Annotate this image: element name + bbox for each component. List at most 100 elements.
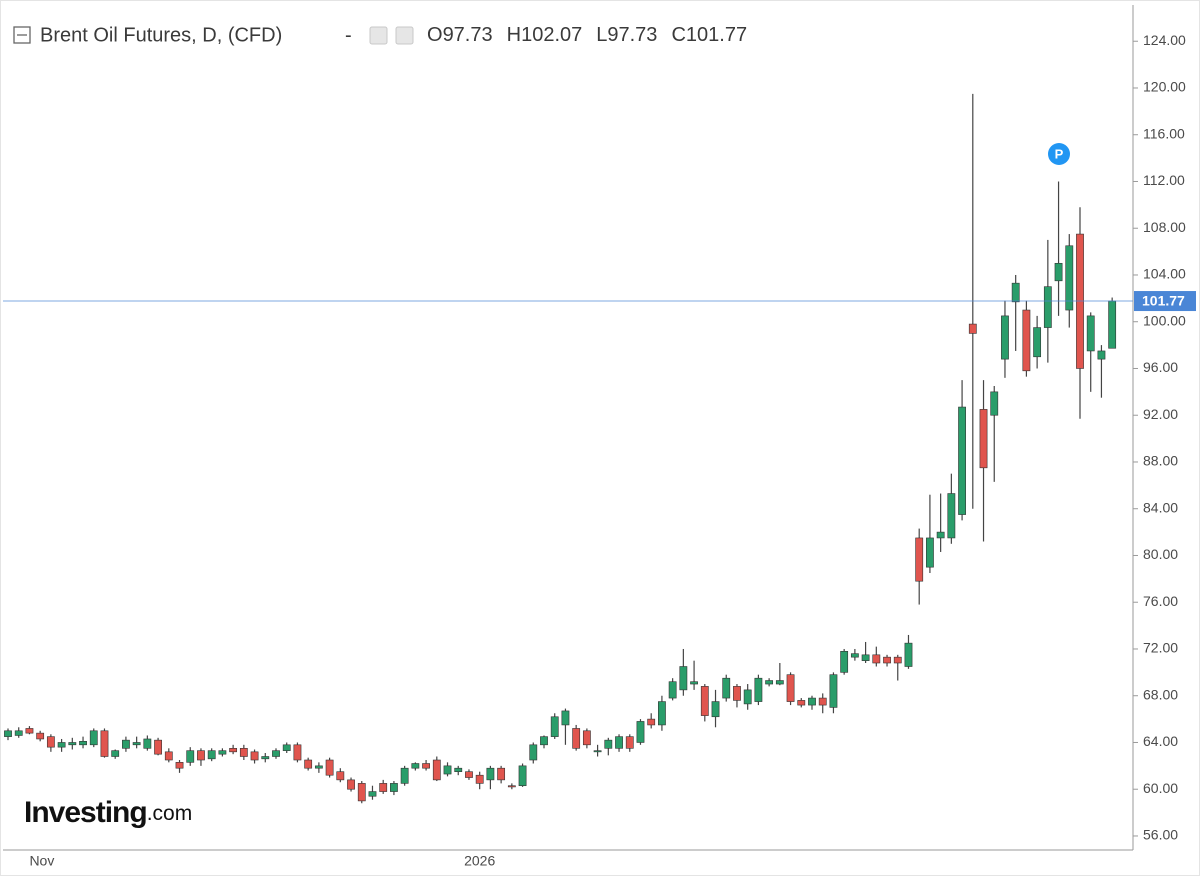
candle-body: [540, 736, 548, 746]
candle-body: [1033, 327, 1042, 358]
candle-body: [529, 744, 538, 761]
candle-body: [1001, 315, 1009, 360]
candle-body: [336, 771, 345, 781]
candle-body: [765, 680, 774, 685]
candle-body: [325, 759, 334, 776]
candle-body: [400, 767, 409, 784]
candle-body: [893, 656, 902, 664]
candle-body: [475, 774, 484, 784]
candle-body: [57, 742, 66, 748]
brand-suffix: .com: [147, 802, 193, 825]
y-tick-label: 60.00: [1143, 780, 1178, 796]
candle-body: [690, 681, 698, 685]
candle-body: [936, 531, 945, 539]
candle-body: [14, 730, 23, 736]
candle-body: [454, 767, 463, 772]
candle-body: [272, 750, 280, 757]
candle-body: [443, 765, 452, 775]
settings-icon[interactable]: [369, 26, 388, 45]
ohlc-value: 101.77: [686, 24, 747, 46]
candle-body: [679, 666, 688, 691]
y-tick-label: 100.00: [1143, 312, 1186, 328]
candle-body: [218, 750, 227, 755]
y-tick-label: 120.00: [1143, 79, 1186, 95]
ohlc-value: 102.07: [521, 24, 582, 46]
candle-body: [357, 783, 366, 802]
candle-body: [979, 409, 988, 469]
candle-body: [829, 674, 838, 708]
candle-body: [990, 391, 999, 416]
y-tick-label: 84.00: [1143, 499, 1178, 515]
candle-body: [786, 674, 795, 702]
y-tick-label: 64.00: [1143, 733, 1178, 749]
y-tick-label: 76.00: [1143, 593, 1178, 609]
candle-body: [904, 642, 913, 667]
candle-body: [582, 730, 591, 746]
ohlc-key: L: [596, 24, 607, 46]
candle-body: [733, 686, 741, 701]
y-tick-label: 72.00: [1143, 640, 1178, 656]
ohlc-readout: O97.73 H102.07 L97.73 C101.77: [427, 24, 747, 46]
ohlc-item: C101.77: [671, 24, 747, 46]
candle-body: [293, 744, 302, 761]
candle-body: [390, 783, 398, 792]
y-tick-label: 56.00: [1143, 827, 1178, 843]
candle-body: [722, 677, 731, 699]
candle-body: [818, 697, 827, 706]
candle-body: [422, 763, 430, 769]
ohlc-key: O: [427, 24, 443, 46]
candle-body: [175, 762, 184, 769]
y-tick-label: 104.00: [1143, 266, 1186, 282]
brand-logo: Investing.com: [24, 796, 192, 829]
candle-body: [1086, 315, 1095, 352]
candle-body: [625, 736, 634, 749]
candle-body: [411, 763, 420, 769]
candle-body: [840, 651, 849, 673]
candle-body: [36, 732, 45, 740]
collapse-icon[interactable]: [13, 26, 31, 44]
candle-body: [379, 783, 388, 792]
candle-body: [25, 728, 34, 734]
x-tick-label: 2026: [464, 853, 495, 869]
candle-body: [561, 710, 570, 726]
brand-name: Investing: [24, 796, 147, 829]
candle-body: [497, 767, 506, 781]
candle-body: [797, 700, 806, 706]
candle-body: [572, 728, 581, 749]
candle-body: [229, 748, 238, 753]
candle-body: [132, 742, 141, 746]
ohlc-item: H102.07: [507, 24, 583, 46]
candle-body: [861, 654, 870, 661]
candle-body: [668, 681, 677, 699]
candle-body: [143, 738, 152, 749]
candle-body: [968, 323, 977, 334]
source-icon[interactable]: [395, 26, 414, 45]
marker-label: P: [1055, 146, 1064, 161]
candle-body: [743, 689, 752, 705]
candle-body: [507, 785, 516, 788]
marker-badge[interactable]: [1048, 143, 1070, 165]
y-tick-label: 124.00: [1143, 32, 1186, 48]
candle-body: [89, 730, 98, 746]
candle-body: [1065, 245, 1074, 311]
candle-body: [658, 701, 666, 726]
candle-body: [1054, 262, 1063, 282]
y-tick-label: 96.00: [1143, 359, 1178, 375]
candle-body: [314, 765, 323, 769]
candle-body: [883, 656, 891, 664]
candle-body: [775, 680, 784, 685]
ohlc-item: L97.73: [596, 24, 657, 46]
candle-body: [304, 759, 313, 769]
ohlc-item: O97.73: [427, 24, 493, 46]
candle-body: [239, 748, 248, 757]
y-tick-label: 80.00: [1143, 546, 1178, 562]
candle-body: [711, 701, 720, 718]
candle-body: [958, 406, 966, 515]
ohlc-value: 97.73: [607, 24, 657, 46]
candle-body: [593, 750, 602, 753]
candle-body: [432, 759, 441, 781]
candle-body: [347, 779, 355, 790]
